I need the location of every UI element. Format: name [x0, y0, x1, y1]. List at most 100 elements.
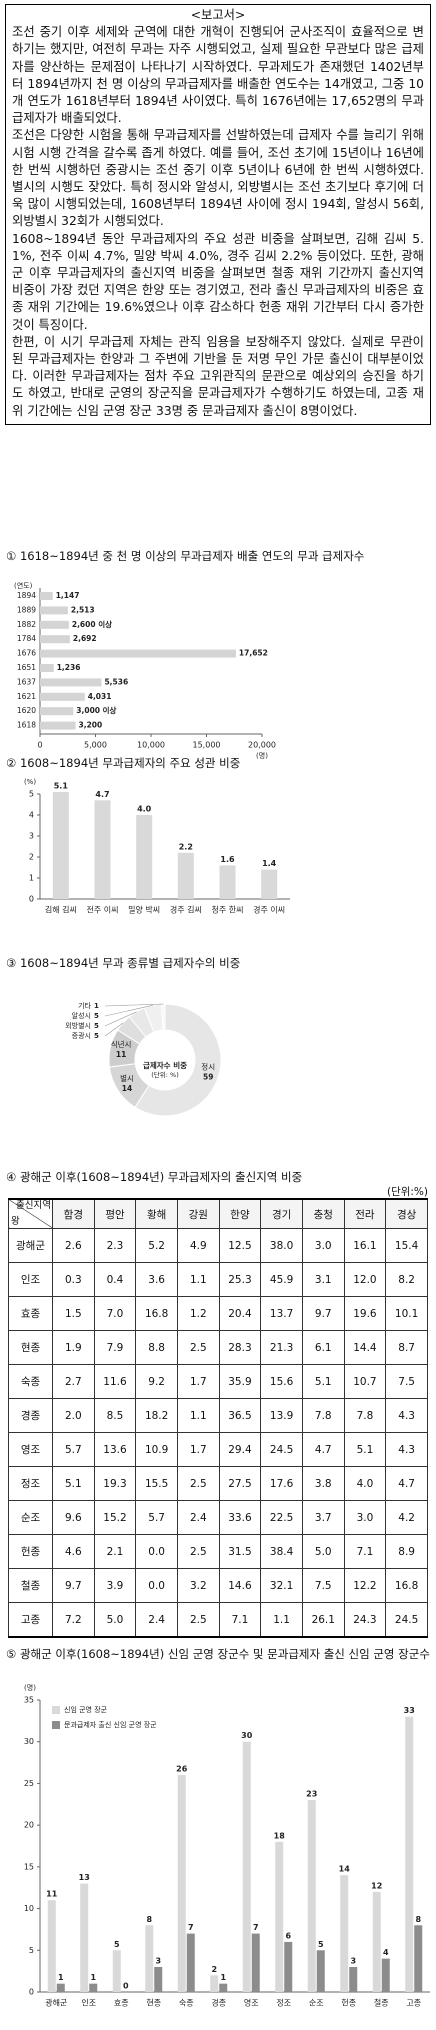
value-label: 1 [220, 1973, 226, 1982]
paragraph: 1608~1894년 동안 무과급제자의 주요 성관 비중을 살펴보면, 김해 … [12, 231, 424, 332]
table-cell: 5.0 [301, 1534, 345, 1569]
table-wrap: 출신지역 왕 함경 평안 황해 강원 한양 경기 충청 전라 경상 광해군 2.6 2.3 5.2 4.9 12… [8, 1198, 428, 1638]
table-row: 숙종 2.7 11.6 9.2 1.7 35.9 15.6 5.1 10.7 7.5 [8, 1364, 428, 1399]
table-cell: 45.9 [260, 1262, 303, 1297]
table-cell: 26.1 [301, 1602, 345, 1638]
y-unit: (%) [24, 778, 36, 786]
table-cell: 3.9 [93, 1568, 137, 1603]
table-cell: 33.6 [218, 1500, 262, 1535]
table-row: 고종 7.2 5.0 2.4 2.5 7.1 1.1 26.1 24.3 24.5 [8, 1602, 428, 1638]
corner-header: 출신지역 왕 [8, 1198, 53, 1229]
table-cell: 7.5 [301, 1568, 345, 1603]
chart-title: ③ 1608~1894년 무과 종류별 급제자수의 비중 [6, 956, 241, 970]
table-row: 현종 1.9 7.9 8.8 2.5 28.3 21.3 6.1 14.4 8.7 [8, 1330, 428, 1365]
y-tick-label: 1889 [17, 605, 36, 614]
table-cell: 4.3 [385, 1398, 428, 1433]
paragraph: 한편, 이 시기 무과급제 자체는 관직 임용을 보장해주지 않았다. 실제로 … [12, 334, 424, 418]
table-row: 효종 1.5 7.0 16.8 1.2 20.4 13.7 9.7 19.6 10.1 [8, 1296, 428, 1331]
table-cell: 5.1 [301, 1364, 345, 1399]
bar [261, 869, 278, 899]
table-row: 영조 5.7 13.6 10.9 1.7 29.4 24.5 4.7 5.1 4.3 [8, 1432, 428, 1467]
bar [372, 1891, 381, 1992]
x-tick-label: 인조 [81, 1998, 96, 2008]
table-cell: 1.1 [260, 1602, 303, 1638]
leader-line [104, 1011, 137, 1027]
table-cell: 22.5 [260, 1500, 303, 1535]
table-cell: 27.5 [218, 1466, 262, 1501]
value-label: 2.2 [179, 842, 193, 851]
value-label: 2,513 [71, 605, 95, 614]
value-label: 12 [371, 1881, 382, 1890]
table-title: ④ 광해군 이후(1608~1894년) 무과급제자의 출신지역 비중 [6, 1170, 303, 1184]
table-cell: 3.7 [301, 1500, 345, 1535]
table-cell: 18.2 [135, 1398, 178, 1433]
x-tick-label: 전주 이씨 [87, 905, 119, 915]
bar [56, 1983, 65, 1992]
x-tick-label: 광해군 [45, 1998, 67, 2008]
value-label: 3,200 [79, 721, 103, 730]
table-cell: 3.8 [301, 1466, 345, 1501]
y-tick-label: 1676 [17, 649, 36, 658]
table-cell: 8.7 [385, 1330, 428, 1365]
y-tick-label: 1618 [17, 721, 36, 730]
table-cell: 2.5 [176, 1330, 220, 1365]
row-header: 순조 [8, 1500, 53, 1535]
column-header: 함경 [52, 1198, 95, 1229]
row-header: 철종 [8, 1568, 53, 1603]
y-tick-label: 1784 [17, 634, 36, 643]
table-cell: 16.8 [385, 1568, 428, 1603]
table-cell: 7.1 [218, 1602, 262, 1638]
table-cell: 8.5 [93, 1398, 137, 1433]
value-label: 1 [90, 1973, 96, 1982]
bar [40, 664, 54, 672]
x-tick-label: 10,000 [137, 741, 165, 750]
bar [242, 1741, 251, 1992]
header-row: 출신지역 왕 함경 평안 황해 강원 한양 경기 충청 전라 경상 [8, 1198, 428, 1229]
value-label: 0 [123, 1982, 129, 1991]
table-row: 경종 2.0 8.5 18.2 1.1 36.5 13.9 7.8 7.8 4.3 [8, 1398, 428, 1433]
row-header: 현종 [8, 1330, 53, 1365]
table-cell: 1.5 [52, 1296, 95, 1331]
table-cell: 20.4 [218, 1296, 262, 1331]
chart-title: ⑤ 광해군 이후(1608~1894년) 신임 군영 장군수 및 문과급제자 출… [6, 1647, 430, 1661]
x-tick-label: 순조 [309, 1999, 324, 2008]
table-cell: 11.6 [93, 1364, 137, 1399]
table-cell: 5.0 [93, 1602, 137, 1638]
table-cell: 21.3 [260, 1330, 303, 1365]
value-label: 1,147 [56, 591, 80, 600]
table-cell: 4.7 [385, 1466, 428, 1501]
value-label: 30 [241, 1731, 253, 1740]
column-header: 경상 [385, 1198, 428, 1229]
bar [349, 1966, 358, 1992]
leader-line [104, 1003, 164, 1007]
bar [177, 1775, 186, 1992]
value-label: 3,000 이상 [76, 705, 116, 715]
table-row: 헌종 4.6 2.1 0.0 2.5 31.5 38.4 5.0 7.1 8.9 [8, 1534, 428, 1569]
table-cell: 2.5 [176, 1602, 220, 1638]
table-cell: 2.0 [52, 1398, 95, 1433]
table-row: 철종 9.7 3.9 0.0 3.2 14.6 32.1 7.5 12.2 16.8 [8, 1568, 428, 1603]
value-label: 1 [58, 1973, 64, 1982]
row-header: 고종 [8, 1602, 53, 1638]
table-cell: 2.7 [52, 1364, 95, 1399]
value-label: 4,031 [88, 692, 112, 701]
table-cell: 8.9 [385, 1534, 428, 1569]
table-cell: 5.2 [135, 1228, 178, 1263]
report-box: <보고서> 조선 중기 이후 세제와 군역에 대한 개혁이 진행되어 군사조직이… [5, 4, 431, 425]
table-cell: 12.5 [218, 1228, 262, 1263]
table-cell: 17.6 [260, 1466, 303, 1501]
table-row: 순조 9.6 15.2 5.7 2.4 33.6 22.5 3.7 3.0 4.2 [8, 1500, 428, 1535]
legend-swatch [52, 1706, 60, 1714]
table-cell: 10.1 [385, 1296, 428, 1331]
y-tick-label: 5 [29, 790, 34, 799]
value-label: 2 [211, 1965, 217, 1974]
table-cell: 19.6 [343, 1296, 387, 1331]
y-tick-label: 15 [24, 1862, 34, 1871]
table-cell: 29.4 [218, 1432, 262, 1467]
table-cell: 24.5 [385, 1602, 428, 1638]
table-cell: 9.7 [301, 1296, 345, 1331]
legend-label: 신임 군영 장군 [64, 1705, 108, 1714]
bar [275, 1841, 284, 1992]
table-cell: 24.3 [343, 1602, 387, 1638]
value-label: 1.6 [220, 855, 235, 864]
